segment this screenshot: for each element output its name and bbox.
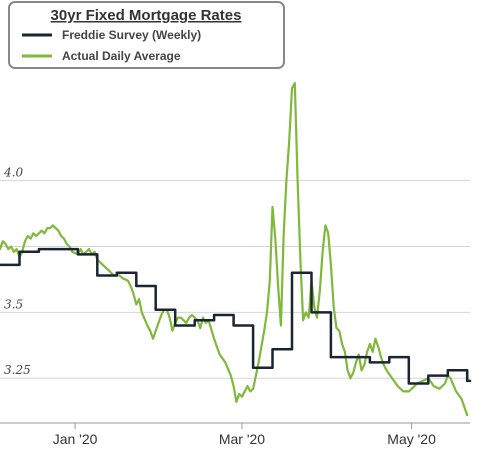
legend-label-freddie: Freddie Survey (Weekly) <box>62 28 201 42</box>
chart-title: 30yr Fixed Mortgage Rates <box>51 7 242 24</box>
x-tick-label: Jan '20 <box>53 431 98 447</box>
y-tick-label: 4.0 <box>3 166 23 180</box>
series-line-freddie <box>0 247 472 385</box>
x-tick-label: May '20 <box>387 431 436 447</box>
grid-lines <box>0 180 470 379</box>
y-axis: 4.0 3.5 3.25 <box>3 166 31 378</box>
x-tick-label: Mar '20 <box>219 431 265 447</box>
x-axis: Jan '20 Mar '20 May '20 <box>53 423 436 447</box>
y-tick-label: 3.5 <box>4 297 23 311</box>
series-line-daily <box>0 82 469 417</box>
y-tick-label: 3.25 <box>4 363 31 377</box>
legend-label-daily: Actual Daily Average <box>62 49 181 63</box>
legend-box <box>8 1 285 69</box>
series-lines <box>0 82 472 417</box>
legend: 30yr Fixed Mortgage Rates Freddie Survey… <box>8 1 285 69</box>
